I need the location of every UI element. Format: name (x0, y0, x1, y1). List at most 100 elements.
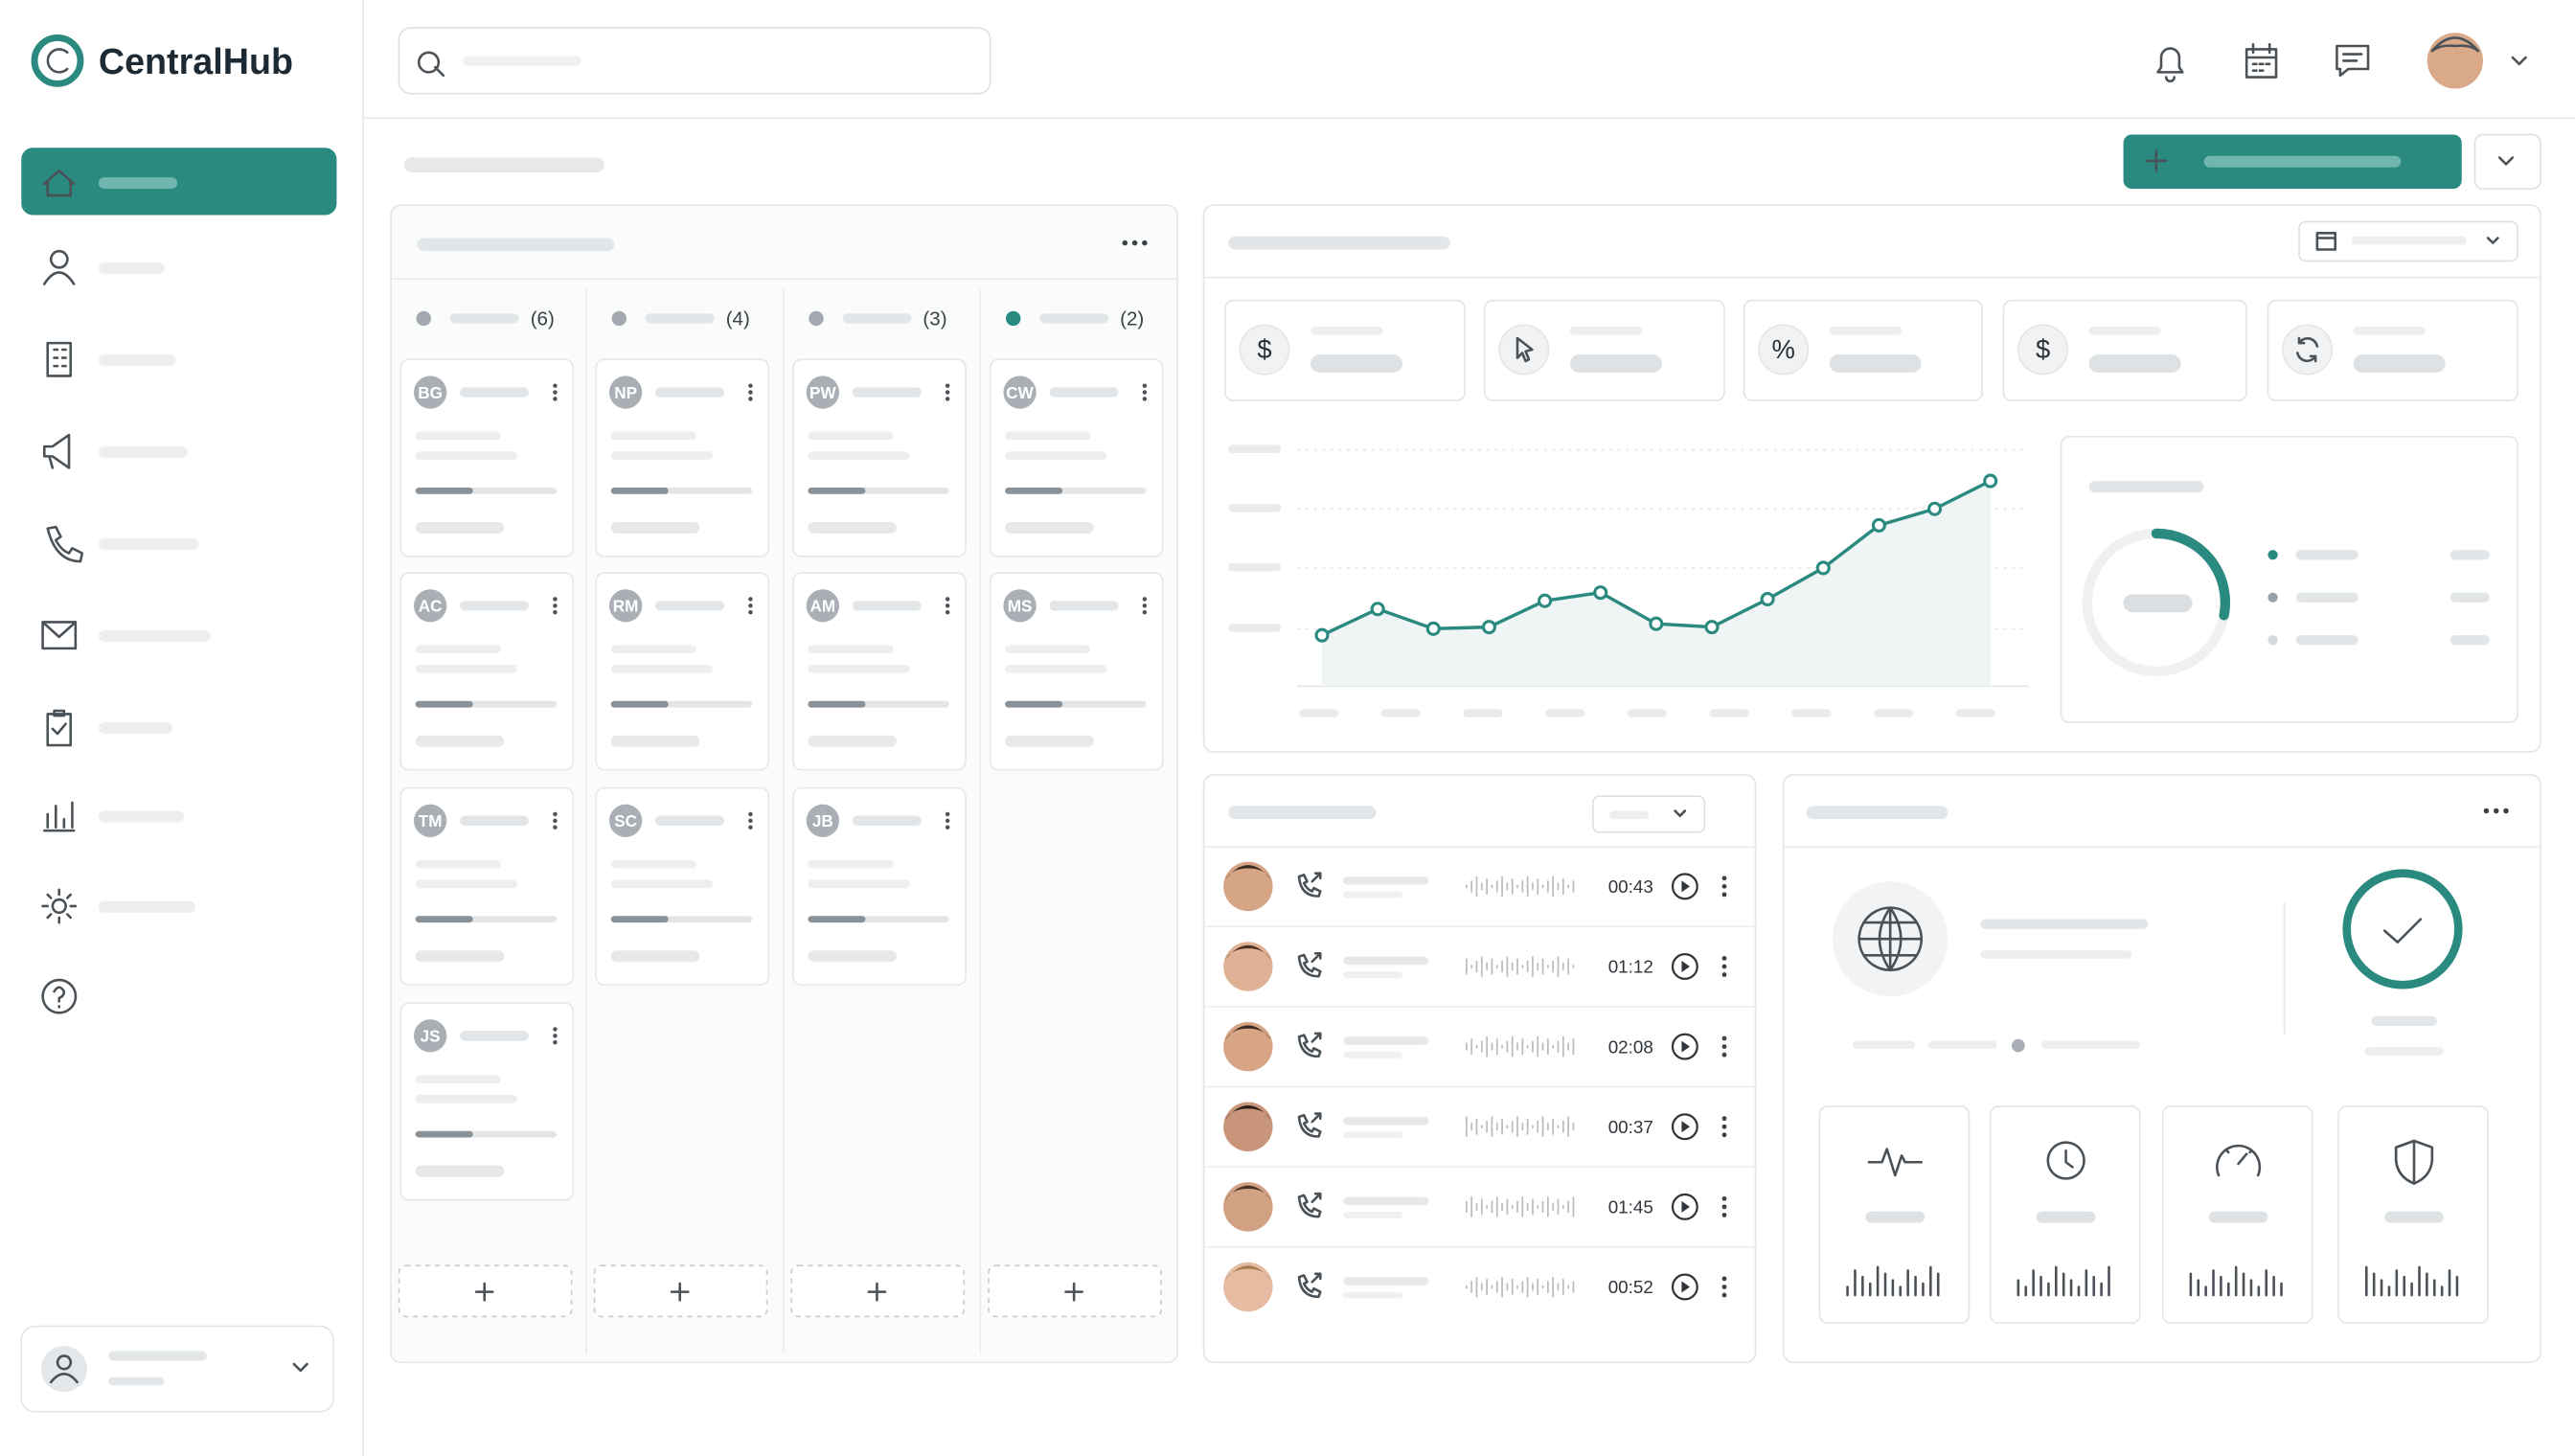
play-button (1671, 1033, 1698, 1060)
placeholder-text (808, 735, 898, 747)
nav-icon (43, 433, 71, 469)
bell-icon (2156, 47, 2184, 83)
activity-row[interactable]: 00:37 (1223, 1102, 1727, 1151)
activity-row[interactable]: 01:12 (1223, 942, 1727, 991)
placeholder-text (2295, 592, 2359, 603)
caller-hair (1224, 944, 1271, 961)
stat-icon: % (1772, 334, 1795, 364)
card-initials: TM (419, 811, 443, 830)
placeholder-text (98, 354, 176, 367)
filter-select[interactable] (1592, 795, 1706, 833)
column-count: (6) (531, 308, 555, 330)
more-dot (1721, 1285, 1727, 1289)
call-duration: 00:52 (1608, 1277, 1653, 1297)
placeholder-text (1343, 876, 1429, 885)
nav-icon (41, 621, 78, 650)
placeholder-text (1609, 810, 1650, 820)
placeholder-text (1005, 451, 1107, 460)
activity-row[interactable]: 02:08 (1223, 1021, 1727, 1072)
nav-active[interactable] (21, 148, 337, 216)
legend-dot (2267, 592, 2278, 603)
placeholder-text (417, 238, 615, 252)
activity-row[interactable]: 00:52 (1223, 1262, 1727, 1312)
placeholder-text (1343, 1212, 1403, 1218)
placeholder-text (2040, 1040, 2140, 1050)
card-avatar (609, 589, 643, 623)
user-card[interactable] (20, 1325, 334, 1413)
card-initials: JS (421, 1027, 441, 1046)
nav-icon (46, 525, 84, 563)
nav-icon (46, 341, 73, 377)
nav-item[interactable] (41, 888, 196, 924)
nav-item[interactable] (41, 621, 211, 650)
card-initials: SC (614, 811, 637, 830)
line-point (1425, 621, 1441, 636)
nav-item[interactable] (43, 249, 165, 285)
more-dot (1122, 239, 1128, 246)
activity-row[interactable]: 01:45 (1223, 1182, 1727, 1232)
placeholder-text (2353, 354, 2446, 373)
placeholder-text (1343, 1116, 1429, 1126)
legend-dot (2267, 550, 2278, 560)
placeholder-text (2450, 635, 2490, 646)
placeholder-text (2088, 327, 2162, 335)
more-dot (1721, 1116, 1727, 1122)
placeholder-text (1228, 236, 1450, 250)
more-dot (1131, 239, 1138, 246)
placeholder-text (415, 665, 518, 673)
more-dot (1721, 1044, 1727, 1050)
nav-item[interactable] (41, 978, 78, 1014)
placeholder-text (2353, 327, 2427, 335)
caller-hair (1224, 1104, 1271, 1121)
card-avatar (806, 589, 840, 623)
status-dot (1006, 310, 1021, 327)
card-initials: AC (419, 597, 443, 616)
more-dot (1721, 1204, 1727, 1210)
sparkbars (1846, 1265, 1940, 1297)
chevron (1674, 809, 1687, 817)
card-avatar (609, 375, 643, 409)
legend-dot (2267, 635, 2278, 646)
search-box[interactable] (398, 27, 991, 95)
placeholder-text (1228, 624, 1282, 632)
more-dot (945, 383, 950, 388)
placeholder-text (2208, 1211, 2268, 1223)
placeholder-text (2203, 155, 2402, 168)
call-icon (1297, 1032, 1322, 1058)
placeholder-text (1791, 709, 1832, 717)
activity-row[interactable]: 00:43 (1223, 861, 1727, 912)
play-icon (1681, 1040, 1691, 1053)
nav-item[interactable] (43, 433, 188, 469)
profile-avatar (2427, 33, 2484, 89)
placeholder-text (655, 815, 725, 826)
stat-icon: $ (2036, 334, 2050, 364)
stat-icon-bg (1239, 324, 1290, 375)
nav-item[interactable] (46, 341, 176, 377)
placeholder-text (852, 601, 922, 611)
metric-icon (2046, 1141, 2085, 1180)
profile-hair (2430, 36, 2480, 53)
more-dot (945, 397, 950, 401)
more-dot (1721, 956, 1727, 961)
nav-item[interactable] (46, 525, 199, 563)
placeholder-text (1039, 313, 1109, 324)
placeholder-text (1228, 504, 1282, 512)
more-dot (748, 609, 753, 615)
card-initials: AM (810, 597, 836, 616)
call-duration: 02:08 (1608, 1036, 1653, 1057)
more-dot (553, 811, 558, 817)
placeholder-text (449, 313, 519, 324)
placeholder-text (1005, 431, 1091, 441)
progress-fill (610, 700, 669, 708)
more-dot (748, 397, 753, 401)
call-icon (1297, 1192, 1322, 1218)
more-dot (553, 597, 558, 602)
waveform (1466, 1196, 1575, 1217)
stat-icon-bg (2282, 324, 2334, 375)
progress-fill (808, 487, 866, 494)
column-count: (4) (726, 308, 750, 330)
nav-item[interactable] (46, 709, 173, 747)
stat-card (1224, 299, 1467, 401)
placeholder-text (1709, 709, 1749, 717)
nav-item[interactable] (43, 801, 185, 832)
